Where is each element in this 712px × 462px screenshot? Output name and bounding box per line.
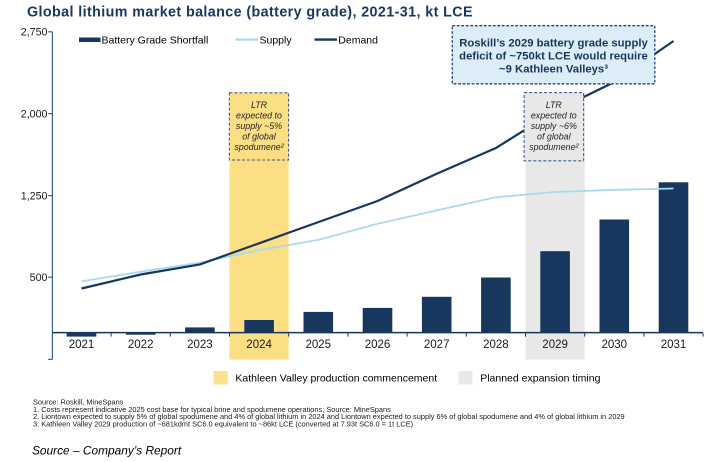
svg-text:3. Kathleen Valley 2029 produc: 3. Kathleen Valley 2029 production of ~6… bbox=[33, 420, 413, 429]
svg-text:LTR: LTR bbox=[546, 100, 563, 110]
svg-text:2,750: 2,750 bbox=[21, 27, 48, 39]
svg-text:of global: of global bbox=[537, 132, 572, 142]
svg-text:expected to: expected to bbox=[236, 111, 282, 121]
svg-text:2022: 2022 bbox=[128, 339, 154, 351]
svg-text:LTR: LTR bbox=[251, 100, 268, 110]
svg-text:2024: 2024 bbox=[246, 339, 272, 351]
svg-text:500: 500 bbox=[30, 272, 48, 284]
svg-text:2. Liontown expected to supply: 2. Liontown expected to supply 5% of glo… bbox=[33, 412, 625, 421]
svg-text:Demand: Demand bbox=[338, 35, 378, 47]
svg-text:spodumene²: spodumene² bbox=[234, 142, 284, 152]
svg-text:2025: 2025 bbox=[306, 339, 332, 351]
svg-text:Source: Roskill, MineSpans: Source: Roskill, MineSpans bbox=[33, 398, 124, 407]
svg-text:2031: 2031 bbox=[661, 339, 687, 351]
svg-text:2027: 2027 bbox=[424, 339, 450, 351]
svg-text:deficit of ~750kt LCE would re: deficit of ~750kt LCE would require bbox=[459, 50, 648, 62]
svg-text:expected to: expected to bbox=[531, 111, 577, 121]
svg-text:1,250: 1,250 bbox=[21, 191, 48, 203]
svg-text:supply ~6%: supply ~6% bbox=[531, 121, 577, 131]
svg-text:2030: 2030 bbox=[602, 339, 628, 351]
svg-text:of global: of global bbox=[242, 132, 277, 142]
svg-text:spodumene²: spodumene² bbox=[529, 142, 579, 152]
svg-text:Global lithium market balance: Global lithium market balance (battery g… bbox=[27, 5, 473, 21]
svg-text:2,000: 2,000 bbox=[21, 109, 48, 121]
svg-text:2023: 2023 bbox=[187, 339, 213, 351]
svg-text:2028: 2028 bbox=[483, 339, 509, 351]
svg-text:2021: 2021 bbox=[69, 339, 95, 351]
svg-text:Supply: Supply bbox=[260, 35, 293, 47]
svg-text:1. Costs represent indicative: 1. Costs represent indicative 2025 cost … bbox=[33, 405, 391, 414]
svg-text:~9 Kathleen Valleys³: ~9 Kathleen Valleys³ bbox=[499, 63, 608, 75]
svg-text:Source – Company’s Report: Source – Company’s Report bbox=[32, 443, 182, 457]
svg-text:Planned expansion timing: Planned expansion timing bbox=[480, 373, 600, 385]
svg-text:Roskill’s 2029 battery grade s: Roskill’s 2029 battery grade supply bbox=[459, 37, 648, 49]
svg-text:Kathleen Valley production com: Kathleen Valley production commencement bbox=[235, 373, 437, 385]
svg-text:2029: 2029 bbox=[542, 339, 568, 351]
svg-text:Battery Grade Shortfall: Battery Grade Shortfall bbox=[102, 35, 209, 47]
svg-text:supply ~5%: supply ~5% bbox=[236, 121, 282, 131]
svg-text:2026: 2026 bbox=[365, 339, 391, 351]
